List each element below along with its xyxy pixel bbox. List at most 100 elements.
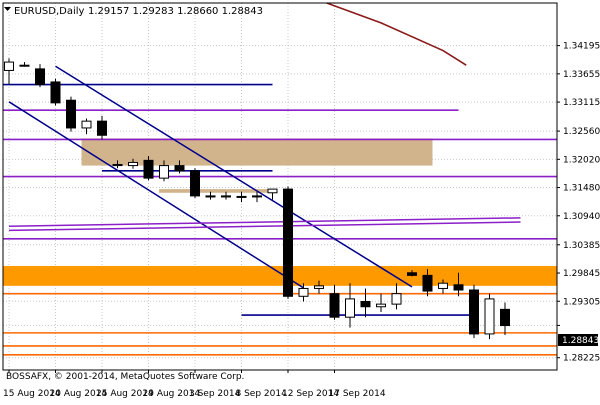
price-tick-label: 1.31480 xyxy=(563,184,600,194)
candle xyxy=(143,156,154,181)
candle xyxy=(66,96,76,132)
price-tick-label: 1.32020 xyxy=(563,155,600,165)
candle-body xyxy=(221,195,231,198)
time-tick-label: 17 Sep 2014 xyxy=(329,389,386,399)
chevron-down-icon[interactable] xyxy=(4,7,11,11)
header: EURUSD,Daily 1.29157 1.29283 1.28660 1.2… xyxy=(4,6,263,17)
candle xyxy=(345,283,355,328)
trendline xyxy=(8,221,521,232)
price-tick-label: 1.29845 xyxy=(563,269,600,279)
candle xyxy=(4,58,14,85)
moving-average-line xyxy=(326,2,467,66)
time-tick-label: 3 Sep 2014 xyxy=(189,389,241,399)
candle-body xyxy=(112,164,123,167)
candle-body xyxy=(143,159,154,179)
trendline xyxy=(8,217,521,227)
time-tick-label: 20 Aug 2014 xyxy=(50,389,108,399)
price-zone xyxy=(159,189,278,193)
candle xyxy=(97,115,107,140)
horizontal-levels xyxy=(3,83,557,356)
price-axis[interactable]: 1.34195 1.33655 1.33115 1.32560 1.32020 1.314… xyxy=(557,42,600,364)
price-tick-label: 1.33115 xyxy=(563,98,600,108)
candle xyxy=(391,283,402,310)
candle xyxy=(252,191,262,203)
current-price-box xyxy=(558,334,598,346)
candle-body xyxy=(345,298,355,318)
candle-body xyxy=(422,274,433,292)
candle xyxy=(112,160,123,169)
price-tick-label: 1.29305 xyxy=(563,297,600,307)
candle-body xyxy=(360,301,371,308)
candle-body xyxy=(252,195,262,198)
candle xyxy=(174,160,185,174)
candle-body xyxy=(97,120,107,136)
time-tick-label: 25 Aug 2014 xyxy=(96,389,154,399)
candles xyxy=(4,58,510,340)
candle xyxy=(50,78,61,106)
candle-body xyxy=(35,68,45,86)
candle-body xyxy=(19,64,30,67)
candle-body xyxy=(50,81,61,104)
candle-body xyxy=(329,293,340,318)
candle xyxy=(35,64,45,88)
time-tick-label: 29 Aug 2014 xyxy=(143,389,201,399)
zones xyxy=(3,138,557,286)
ohlc-label: 1.29157 1.29283 1.28660 1.28843 xyxy=(88,6,263,17)
candle-body xyxy=(314,285,324,289)
candle xyxy=(267,188,278,200)
copyright-text: BOSSAFX, © 2001-2014, MetaQuotes Softwar… xyxy=(6,372,244,382)
candle xyxy=(283,186,293,299)
candle-body xyxy=(128,161,138,167)
price-tick-label: 1.33655 xyxy=(563,70,600,80)
candle-body xyxy=(484,298,495,335)
candle xyxy=(298,283,309,302)
candle-body xyxy=(81,120,92,129)
candle xyxy=(469,284,479,339)
candle-body xyxy=(391,293,402,305)
candle xyxy=(128,158,138,169)
candle-body xyxy=(438,282,448,289)
price-zone xyxy=(3,265,557,286)
candle xyxy=(500,302,510,335)
candle xyxy=(236,191,247,203)
trendline xyxy=(55,65,413,288)
candle xyxy=(205,191,216,200)
candle xyxy=(19,62,30,67)
candle-body xyxy=(267,188,278,194)
candle xyxy=(81,118,92,135)
candle xyxy=(376,293,386,312)
price-tick-label: 1.28225 xyxy=(563,354,600,364)
candle-body xyxy=(174,165,185,172)
candle xyxy=(329,284,340,320)
trendline xyxy=(8,101,304,289)
candle-body xyxy=(205,195,216,198)
candle-body xyxy=(376,303,386,308)
price-tick-label: 1.30940 xyxy=(563,212,600,222)
candle-body xyxy=(453,284,464,291)
price-tick-label: 1.32560 xyxy=(563,127,600,137)
candle xyxy=(360,288,371,318)
candle xyxy=(221,191,231,200)
candle xyxy=(453,272,464,297)
moving-average xyxy=(326,2,467,66)
candle xyxy=(314,280,324,294)
current-price-label: 1.28843 xyxy=(562,336,599,346)
price-tick-label: 1.30385 xyxy=(563,241,600,251)
candle-body xyxy=(190,170,200,197)
plot-frame xyxy=(2,2,558,371)
candle xyxy=(190,168,200,199)
current-price-marker: 1.28843 xyxy=(558,334,599,346)
time-tick-label: 12 Sep 2014 xyxy=(282,389,339,399)
candle xyxy=(159,160,169,182)
candle-body xyxy=(236,195,247,198)
price-zone xyxy=(81,138,433,166)
candle-body xyxy=(283,188,293,297)
time-tick-label: 8 Sep 2014 xyxy=(236,389,288,399)
candle xyxy=(438,279,448,294)
candle-body xyxy=(66,99,76,129)
candle-body xyxy=(159,165,169,179)
